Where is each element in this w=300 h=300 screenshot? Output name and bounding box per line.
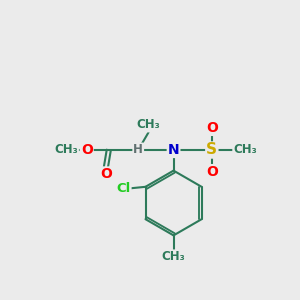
- Text: CH₃: CH₃: [233, 143, 257, 157]
- Text: N: N: [168, 143, 179, 157]
- Text: CH₃: CH₃: [162, 250, 185, 263]
- Text: H: H: [133, 143, 143, 157]
- Text: Cl: Cl: [116, 182, 130, 195]
- Text: O: O: [206, 121, 218, 135]
- Text: S: S: [206, 142, 217, 158]
- Text: O: O: [81, 143, 93, 157]
- Text: O: O: [100, 167, 112, 182]
- Text: CH₃: CH₃: [137, 118, 160, 131]
- Text: CH₃: CH₃: [54, 143, 78, 157]
- Text: O: O: [206, 165, 218, 179]
